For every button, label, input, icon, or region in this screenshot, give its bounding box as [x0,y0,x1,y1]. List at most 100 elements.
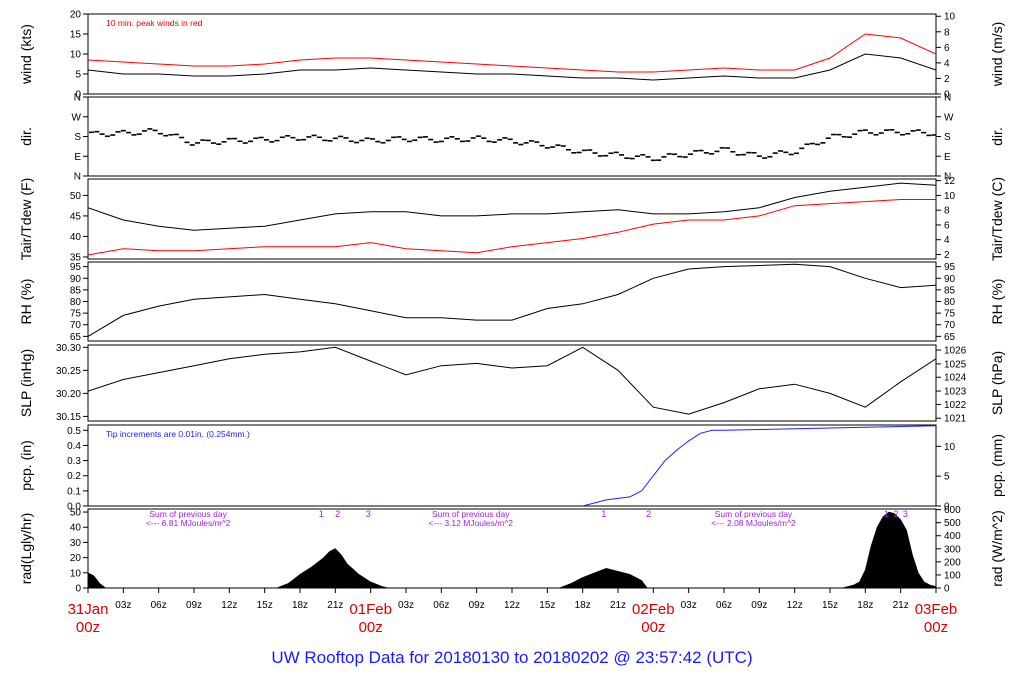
left-tick-label: 85 [70,285,82,296]
hour-tick-label: 03z [115,600,131,611]
left-tick-label: 90 [70,274,82,285]
right-tick-label: 80 [944,297,956,308]
daily-sum-value: <--- 6.81 MJoules/m^2 [146,518,231,528]
sun-marker: 1 [319,509,324,519]
daily-sum-value: <--- 3.12 MJoules/m^2 [429,518,514,528]
daily-sum-label: Sum of previous day [149,509,227,519]
left-axis-title: SLP (inHg) [18,349,34,417]
panel-annotation: 10 min. peak winds in red [106,18,203,28]
left-tick-label: 0 [75,584,81,595]
hour-tick-label: 18z [575,600,591,611]
right-axis-title: rad (W/m^2) [989,510,1005,587]
hour-tick-label: 21z [610,600,626,611]
left-tick-label: 95 [70,262,82,273]
plot-frame [87,178,937,260]
hour-tick-label: 15z [539,600,555,611]
right-tick-label: 8 [944,206,950,217]
date-label: 01Feb [349,601,392,618]
left-tick-label: 30.20 [56,389,81,400]
left-axis-title: RH (%) [18,279,34,325]
panel-slp: 30.15 30.20 30.25 30.30 1021 1022 1023 1024 1025… [18,343,1005,425]
series-line-wind-1 [88,33,936,73]
right-tick-label: N [944,93,951,104]
date-hour-label: 00z [359,619,383,636]
left-tick-label: 45 [70,211,82,222]
plot-frame [87,13,937,95]
right-tick-label: 1026 [944,346,967,357]
right-axis-title: RH (%) [989,279,1005,325]
hour-tick-label: 15z [822,600,838,611]
left-tick-label: 0.0 [67,502,81,513]
left-tick-label: 40 [70,232,82,243]
date-hour-label: 00z [924,619,948,636]
right-axis-title: SLP (hPa) [989,351,1005,415]
panel-temp: 35 40 45 50 2 4 6 8 10 12 Tair/Tdew (F) Tair/Tdew (… [18,176,1005,263]
right-tick-label: 4 [944,58,950,69]
hour-tick-label: 12z [787,600,803,611]
series-line-rh-0 [88,263,936,337]
left-tick-label: 0.4 [67,441,81,452]
right-tick-label: 1022 [944,400,967,411]
left-tick-label: 35 [70,252,82,263]
plot-frame [87,96,937,177]
right-tick-label: 65 [944,332,956,343]
left-tick-label: 75 [70,309,82,320]
hour-tick-label: 09z [186,600,202,611]
series-line-wind-0 [88,53,936,81]
right-tick-label: 300 [944,544,961,555]
left-axis-title: rad(Lgly/hr) [18,513,34,585]
left-tick-label: W [72,112,82,123]
sun-marker: 1 [884,509,889,519]
sun-marker: 2 [335,509,340,519]
right-tick-label: 100 [944,570,961,581]
sun-marker: 3 [903,509,908,519]
right-tick-label: 8 [944,27,950,38]
left-tick-label: 0.2 [67,471,81,482]
left-tick-label: N [74,172,81,183]
hour-tick-label: 09z [469,600,485,611]
left-tick-label: S [74,132,81,143]
hour-tick-label: 03z [681,600,697,611]
plot-frame [87,261,937,342]
right-tick-label: 6 [944,43,950,54]
left-tick-label: 10 [70,50,82,61]
panel-annotation: Tip increments are 0.01in. (0.254mm.) [106,429,250,439]
sun-marker: 1 [601,509,606,519]
left-tick-label: 15 [70,30,82,41]
left-tick-label: 50 [70,191,82,202]
series-line-pcp-0 [88,425,936,506]
right-tick-label: 12 [944,176,956,187]
right-tick-label: 90 [944,274,956,285]
sun-marker: 2 [646,509,651,519]
hour-tick-label: 12z [504,600,520,611]
right-tick-label: 95 [944,262,956,273]
right-tick-label: 10 [944,442,956,453]
right-tick-label: 5 [944,472,950,483]
page-title: UW Rooftop Data for 20180130 to 20180202… [271,648,753,667]
hour-tick-label: 03z [398,600,414,611]
daily-sum-value: <--- 2.08 MJoules/m^2 [711,518,796,528]
panel-pcp: 0.0 0.1 0.2 0.3 0.4 0.5 0 5 10 pcp. (in) pcp. (mm)… [18,424,1005,513]
right-axis-title: wind (m/s) [989,22,1005,88]
hour-tick-label: 21z [327,600,343,611]
right-tick-label: W [944,112,954,123]
series-line-temp-0 [88,182,936,231]
right-tick-label: 10 [944,12,956,23]
right-axis-title: Tair/Tdew (C) [989,177,1005,261]
left-tick-label: 40 [70,523,82,534]
right-tick-label: 10 [944,191,956,202]
hour-tick-label: 12z [221,600,237,611]
hour-tick-label: 09z [751,600,767,611]
left-tick-label: 30 [70,538,82,549]
right-axis-title: pcp. (mm) [989,434,1005,497]
hour-tick-label: 06z [151,600,167,611]
left-axis-title: wind (kts) [18,24,34,85]
daily-sum-label: Sum of previous day [715,509,793,519]
left-tick-label: 80 [70,297,82,308]
left-tick-label: 30.25 [56,366,81,377]
right-tick-label: 4 [944,235,950,246]
left-tick-label: 30.15 [56,412,81,423]
left-axis-title: pcp. (in) [18,440,34,491]
